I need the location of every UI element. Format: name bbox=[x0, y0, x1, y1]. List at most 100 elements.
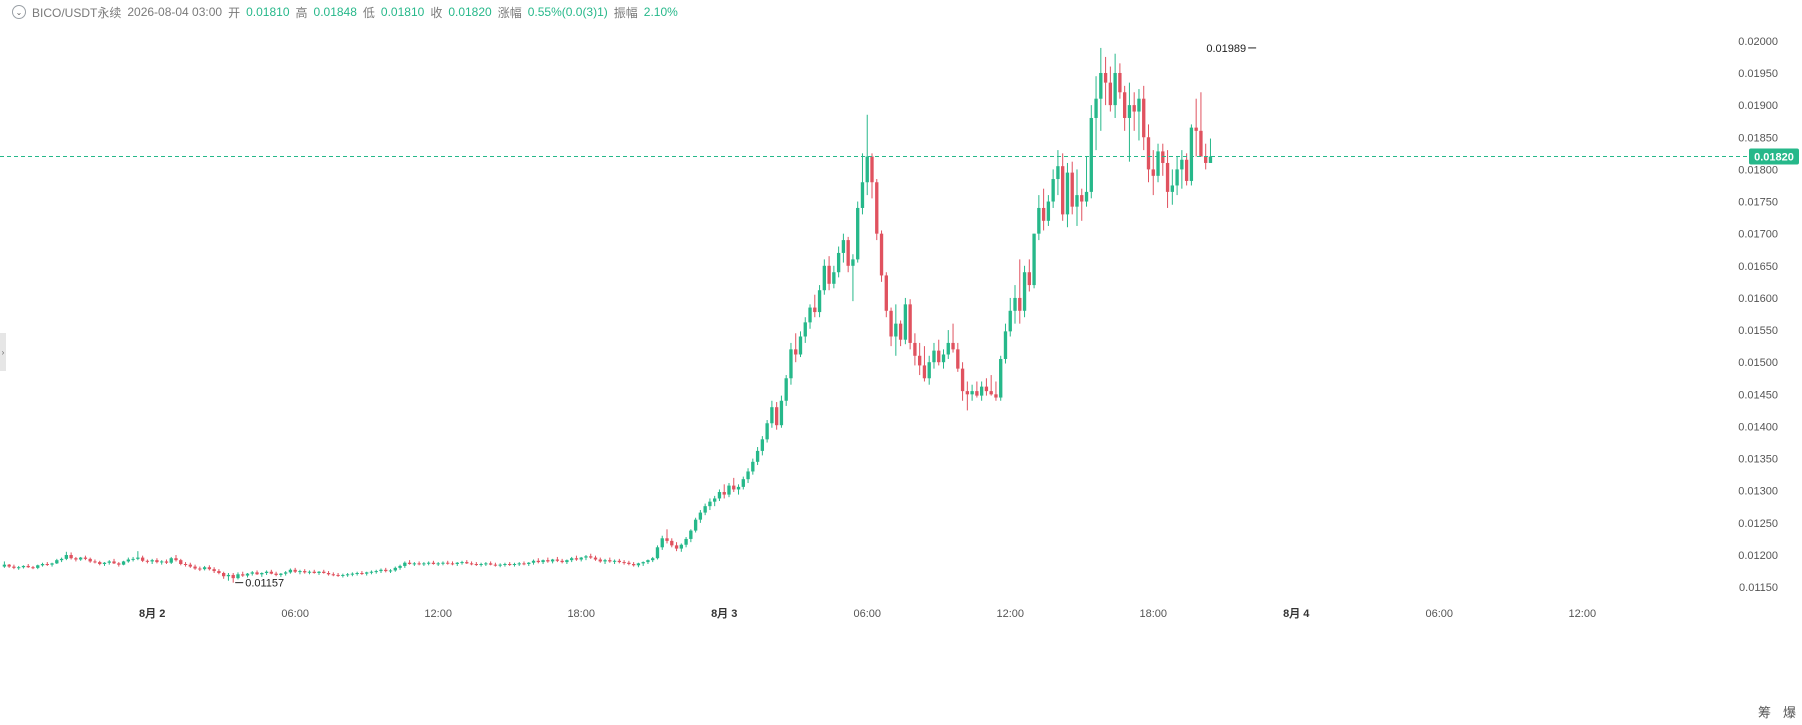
candle[interactable] bbox=[1189, 124, 1194, 186]
candle[interactable] bbox=[612, 559, 617, 565]
price-axis[interactable]: 0.01150 0.01200 0.01250 0.01300 0.01350 0.014… bbox=[1738, 36, 1799, 594]
candle[interactable] bbox=[360, 571, 364, 575]
candle[interactable] bbox=[884, 272, 888, 318]
candle[interactable] bbox=[603, 558, 607, 565]
candle[interactable] bbox=[231, 573, 235, 583]
candle[interactable] bbox=[17, 565, 21, 570]
candle[interactable] bbox=[760, 436, 765, 456]
candle[interactable] bbox=[693, 517, 698, 533]
candle[interactable] bbox=[770, 400, 774, 428]
candle[interactable] bbox=[1027, 259, 1031, 292]
candle[interactable] bbox=[1013, 285, 1017, 324]
candle[interactable] bbox=[684, 537, 688, 548]
candle[interactable] bbox=[465, 560, 469, 565]
candle[interactable] bbox=[994, 381, 998, 401]
candle[interactable] bbox=[865, 114, 869, 196]
candle[interactable] bbox=[498, 563, 502, 568]
candle[interactable] bbox=[374, 569, 378, 574]
candle[interactable] bbox=[2, 561, 7, 568]
candle[interactable] bbox=[832, 265, 836, 289]
candle[interactable] bbox=[1056, 150, 1060, 196]
candle[interactable] bbox=[717, 489, 722, 502]
candle[interactable] bbox=[660, 535, 664, 550]
candle[interactable] bbox=[45, 562, 49, 566]
candle[interactable] bbox=[813, 294, 817, 318]
candle[interactable] bbox=[193, 564, 197, 570]
candle[interactable] bbox=[927, 355, 931, 385]
candle[interactable] bbox=[36, 564, 40, 570]
candle[interactable] bbox=[1070, 161, 1074, 215]
candle[interactable] bbox=[1037, 195, 1041, 241]
candle[interactable] bbox=[479, 562, 483, 567]
candle[interactable] bbox=[913, 333, 917, 366]
candle[interactable] bbox=[331, 572, 335, 577]
candle[interactable] bbox=[188, 562, 192, 568]
candle[interactable] bbox=[69, 552, 73, 560]
candle[interactable] bbox=[565, 559, 569, 565]
candle[interactable] bbox=[40, 562, 45, 567]
candle[interactable] bbox=[941, 349, 946, 369]
candle[interactable] bbox=[836, 246, 841, 278]
candle[interactable] bbox=[1165, 150, 1170, 208]
candle[interactable] bbox=[841, 233, 846, 263]
candle[interactable] bbox=[984, 378, 989, 396]
candle[interactable] bbox=[765, 420, 769, 443]
candle[interactable] bbox=[303, 569, 307, 574]
candle[interactable] bbox=[317, 571, 321, 575]
candle[interactable] bbox=[1003, 323, 1008, 364]
candle[interactable] bbox=[1137, 89, 1141, 141]
candle[interactable] bbox=[365, 571, 369, 576]
candle[interactable] bbox=[198, 566, 202, 572]
candle[interactable] bbox=[798, 331, 803, 358]
candle[interactable] bbox=[450, 561, 455, 566]
candle[interactable] bbox=[1065, 162, 1070, 228]
candle[interactable] bbox=[426, 561, 431, 566]
candle[interactable] bbox=[183, 562, 188, 567]
candle[interactable] bbox=[593, 555, 598, 561]
candle[interactable] bbox=[345, 573, 350, 577]
candle[interactable] bbox=[393, 566, 397, 572]
candle[interactable] bbox=[1142, 85, 1146, 151]
candle[interactable] bbox=[918, 342, 922, 376]
candle[interactable] bbox=[1113, 53, 1117, 118]
candle[interactable] bbox=[226, 573, 231, 581]
candle[interactable] bbox=[12, 564, 16, 570]
candle[interactable] bbox=[288, 568, 293, 574]
candle[interactable] bbox=[98, 560, 102, 566]
candle[interactable] bbox=[746, 468, 750, 484]
candle[interactable] bbox=[674, 542, 679, 552]
candle[interactable] bbox=[102, 562, 107, 566]
candle[interactable] bbox=[617, 558, 622, 564]
candle[interactable] bbox=[50, 562, 54, 567]
candle[interactable] bbox=[560, 558, 564, 564]
candle[interactable] bbox=[260, 572, 264, 577]
candle[interactable] bbox=[922, 346, 927, 382]
candle[interactable] bbox=[417, 561, 421, 566]
candle[interactable] bbox=[212, 567, 216, 574]
candle[interactable] bbox=[1118, 63, 1122, 99]
candle[interactable] bbox=[541, 559, 545, 565]
candle[interactable] bbox=[169, 556, 173, 565]
candle[interactable] bbox=[627, 560, 631, 566]
side-panel-toggle[interactable]: › bbox=[0, 333, 6, 371]
candle[interactable] bbox=[250, 571, 254, 576]
candle[interactable] bbox=[879, 230, 884, 282]
candle[interactable] bbox=[74, 556, 78, 562]
candle[interactable] bbox=[121, 560, 126, 566]
candle[interactable] bbox=[21, 565, 26, 569]
candle[interactable] bbox=[679, 543, 683, 552]
candle[interactable] bbox=[670, 538, 674, 548]
candle[interactable] bbox=[536, 558, 540, 564]
candle[interactable] bbox=[570, 556, 574, 563]
candle[interactable] bbox=[112, 558, 116, 565]
candle[interactable] bbox=[78, 556, 83, 561]
candle[interactable] bbox=[1080, 188, 1084, 221]
candle[interactable] bbox=[1127, 82, 1132, 162]
candle[interactable] bbox=[779, 395, 784, 428]
candle[interactable] bbox=[512, 562, 517, 567]
candle[interactable] bbox=[1084, 156, 1089, 207]
candle[interactable] bbox=[903, 297, 908, 345]
candle[interactable] bbox=[26, 564, 30, 568]
candle[interactable] bbox=[898, 320, 903, 347]
